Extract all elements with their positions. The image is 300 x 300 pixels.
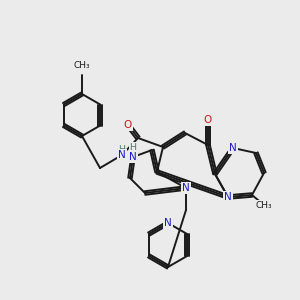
Text: CH₃: CH₃ [256,200,272,209]
Text: O: O [124,120,132,130]
Text: CH₃: CH₃ [74,61,90,70]
Text: H: H [118,146,125,154]
Text: N: N [229,143,237,153]
Text: H: H [130,142,136,152]
Text: N: N [182,183,190,193]
Text: N: N [118,150,126,160]
Text: O: O [204,115,212,125]
Text: N: N [224,192,232,202]
Text: N: N [164,218,172,228]
Text: N: N [129,152,137,162]
